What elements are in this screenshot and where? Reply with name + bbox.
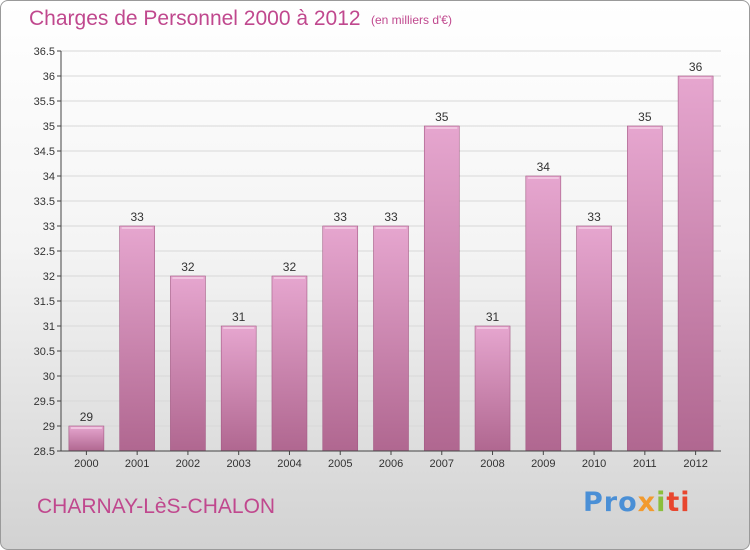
logo-part: ti xyxy=(666,487,691,518)
y-tick-label: 33 xyxy=(43,221,55,233)
bar-highlight xyxy=(477,327,509,329)
y-tick-label: 35.5 xyxy=(34,96,55,108)
bar xyxy=(627,125,663,452)
bar xyxy=(220,325,257,452)
x-tick-label: 2008 xyxy=(480,458,504,470)
bar xyxy=(576,225,612,452)
bar xyxy=(373,225,409,452)
proxiti-logo[interactable]: Proxiti xyxy=(583,487,691,518)
bar-highlight xyxy=(324,227,356,229)
y-tick-label: 32.5 xyxy=(34,246,55,258)
y-tick-label: 31.5 xyxy=(34,296,55,308)
bar xyxy=(525,175,562,452)
data-label: 31 xyxy=(232,310,246,324)
x-tick-label: 2001 xyxy=(125,458,149,470)
bar-highlight xyxy=(680,77,712,79)
bar-highlight xyxy=(629,127,661,129)
data-label: 35 xyxy=(435,110,449,124)
bar-highlight xyxy=(527,177,559,179)
bar xyxy=(322,225,359,452)
x-tick-label: 2004 xyxy=(277,458,301,470)
y-tick-label: 34.5 xyxy=(34,146,55,158)
logo-part: i xyxy=(656,487,667,518)
chart-unit: (en milliers d'€) xyxy=(371,13,452,27)
bar-highlight xyxy=(70,427,102,429)
data-label: 33 xyxy=(334,210,348,224)
y-tick-label: 33.5 xyxy=(34,196,55,208)
x-tick-label: 2010 xyxy=(582,458,606,470)
y-tick-label: 31 xyxy=(43,321,55,333)
bar xyxy=(119,225,155,452)
logo-part: x xyxy=(637,487,657,518)
x-tick-label: 2006 xyxy=(379,458,403,470)
x-tick-label: 2011 xyxy=(633,458,657,470)
data-label: 36 xyxy=(689,60,703,74)
x-tick-label: 2009 xyxy=(531,458,555,470)
logo-part: Pro xyxy=(583,487,638,518)
y-tick-label: 36 xyxy=(43,71,55,83)
data-label: 31 xyxy=(486,310,500,324)
chart-title: Charges de Personnel 2000 à 2012 xyxy=(29,7,361,30)
town-name: CHARNAY-LèS-CHALON xyxy=(37,495,276,518)
y-tick-label: 29 xyxy=(43,421,55,433)
bar-highlight xyxy=(578,227,610,229)
bar xyxy=(170,275,206,452)
bar xyxy=(68,425,105,452)
y-tick-label: 35 xyxy=(43,121,55,133)
data-label: 34 xyxy=(537,160,551,174)
bar-highlight xyxy=(273,277,305,279)
x-tick-label: 2002 xyxy=(176,458,200,470)
y-tick-label: 34 xyxy=(43,171,55,183)
x-tick-label: 2012 xyxy=(683,458,707,470)
data-label: 32 xyxy=(283,260,297,274)
bar xyxy=(677,75,714,452)
bar-highlight xyxy=(426,127,458,129)
bar-highlight xyxy=(172,277,204,279)
y-tick-label: 28.5 xyxy=(34,446,55,458)
x-tick-label: 2007 xyxy=(430,458,454,470)
data-label: 32 xyxy=(181,260,195,274)
x-tick-label: 2003 xyxy=(226,458,250,470)
data-label: 29 xyxy=(80,410,94,424)
bar xyxy=(271,275,308,452)
bar-highlight xyxy=(223,327,255,329)
y-tick-label: 29.5 xyxy=(34,396,55,408)
bar xyxy=(474,325,511,452)
x-tick-label: 2000 xyxy=(74,458,98,470)
y-tick-label: 36.5 xyxy=(34,46,55,58)
x-tick-label: 2005 xyxy=(328,458,352,470)
y-tick-label: 30 xyxy=(43,371,55,383)
y-tick-label: 32 xyxy=(43,271,55,283)
y-tick-label: 30.5 xyxy=(34,346,55,358)
data-label: 33 xyxy=(384,210,398,224)
data-label: 33 xyxy=(130,210,144,224)
bar-highlight xyxy=(121,227,153,229)
bar-highlight xyxy=(375,227,407,229)
data-label: 33 xyxy=(587,210,601,224)
bar xyxy=(423,125,460,452)
data-label: 35 xyxy=(638,110,652,124)
